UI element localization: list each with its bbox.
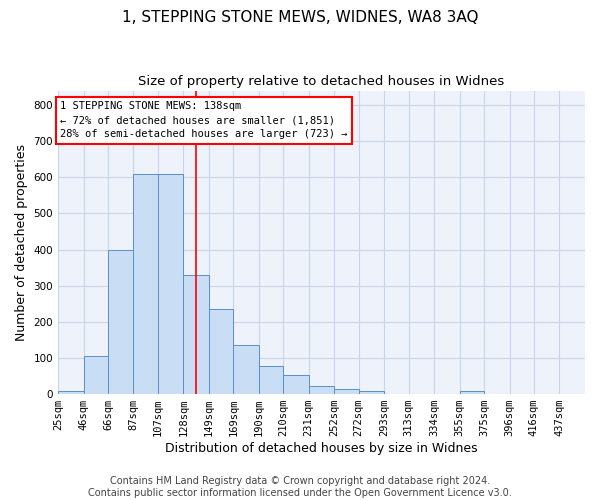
Bar: [334, 389, 359, 394]
Title: Size of property relative to detached houses in Widnes: Size of property relative to detached ho…: [139, 75, 505, 88]
Text: 1, STEPPING STONE MEWS, WIDNES, WA8 3AQ: 1, STEPPING STONE MEWS, WIDNES, WA8 3AQ: [122, 10, 478, 25]
Bar: [233, 346, 259, 394]
Y-axis label: Number of detached properties: Number of detached properties: [15, 144, 28, 341]
Bar: [83, 356, 108, 394]
Bar: [108, 250, 133, 394]
Bar: [209, 309, 233, 394]
Bar: [133, 174, 158, 394]
X-axis label: Distribution of detached houses by size in Widnes: Distribution of detached houses by size …: [165, 442, 478, 455]
Bar: [359, 391, 384, 394]
Bar: [259, 366, 283, 394]
Bar: [184, 275, 209, 394]
Text: Contains HM Land Registry data © Crown copyright and database right 2024.
Contai: Contains HM Land Registry data © Crown c…: [88, 476, 512, 498]
Bar: [309, 386, 334, 394]
Bar: [283, 376, 309, 394]
Bar: [158, 174, 184, 394]
Bar: [460, 391, 484, 394]
Text: 1 STEPPING STONE MEWS: 138sqm
← 72% of detached houses are smaller (1,851)
28% o: 1 STEPPING STONE MEWS: 138sqm ← 72% of d…: [61, 102, 348, 140]
Bar: [58, 391, 83, 394]
